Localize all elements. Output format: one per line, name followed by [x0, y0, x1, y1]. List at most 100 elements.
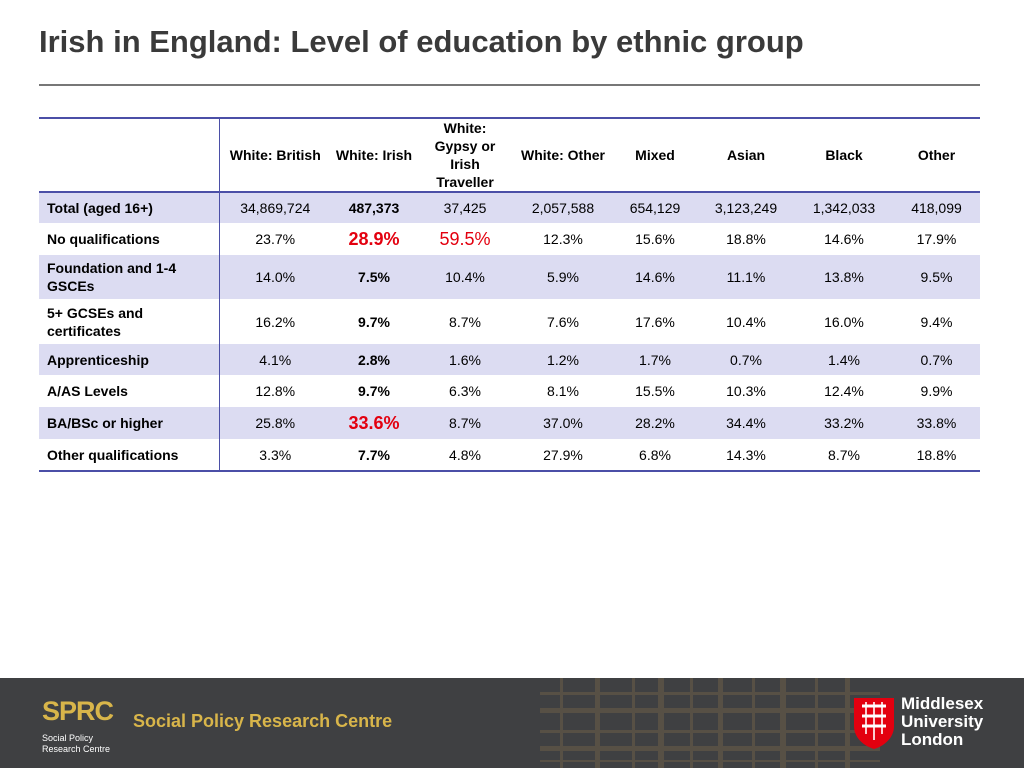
- table-cell: 37,425: [417, 192, 513, 223]
- table-row: Other qualifications 3.3% 7.7% 4.8% 27.9…: [39, 439, 980, 472]
- table-row: BA/BSc or higher 25.8% 33.6% 8.7% 37.0% …: [39, 407, 980, 439]
- column-header: White: Gypsy or Irish Traveller: [417, 117, 513, 193]
- middlesex-university-wordmark: Middlesex University London: [901, 694, 984, 749]
- woven-grid-decoration: [540, 678, 880, 768]
- corner-cell: [39, 117, 220, 193]
- table-cell: 9.5%: [893, 255, 980, 299]
- column-header: Other: [893, 117, 980, 193]
- table-cell: 33.2%: [795, 407, 893, 439]
- row-label: Total (aged 16+): [39, 192, 220, 223]
- column-header: Asian: [697, 117, 795, 193]
- sprc-logo-subtitle: Social Policy Research Centre: [42, 733, 111, 754]
- education-table: White: British White: Irish White: Gypsy…: [39, 117, 980, 472]
- table-cell: 2.8%: [331, 344, 417, 375]
- table-row: No qualifications 23.7% 28.9% 59.5% 12.3…: [39, 223, 980, 255]
- table-cell: 1.2%: [513, 344, 613, 375]
- table-cell: 33.8%: [893, 407, 980, 439]
- table-cell: 23.7%: [255, 231, 296, 247]
- table-row: A/AS Levels 12.8% 9.7% 6.3% 8.1% 15.5% 1…: [39, 375, 980, 407]
- table-cell: 59.5%: [439, 229, 491, 249]
- middlesex-shield-icon: [854, 698, 894, 749]
- table-cell: 9.4%: [920, 313, 953, 330]
- table-row: Total (aged 16+) 34,869,724 487,373 37,4…: [39, 192, 980, 223]
- column-header: White: Irish: [331, 117, 417, 193]
- row-label: Apprenticeship: [39, 344, 220, 375]
- table-cell: 2,057,588: [513, 192, 613, 223]
- table-cell: 418,099: [893, 192, 980, 223]
- table-cell: 10.4%: [726, 313, 766, 330]
- table-cell: 13.8%: [795, 255, 893, 299]
- table-cell: 5.9%: [513, 255, 613, 299]
- table-cell: 12.8%: [255, 383, 296, 399]
- header-row: White: British White: Irish White: Gypsy…: [39, 117, 980, 193]
- table-cell: 4.1%: [219, 344, 331, 375]
- table-cell: 17.6%: [635, 313, 675, 330]
- table-cell: 8.7%: [417, 407, 513, 439]
- row-label: A/AS Levels: [39, 375, 220, 407]
- table-cell: 25.8%: [219, 407, 331, 439]
- footer-bar: SPRC Social Policy Research Centre Socia…: [0, 678, 1024, 768]
- table-cell: 14.0%: [219, 255, 331, 299]
- table-cell: 9.7%: [358, 313, 390, 330]
- table-cell: 34,869,724: [219, 192, 331, 223]
- table-cell: 37.0%: [513, 407, 613, 439]
- table-cell: 7.6%: [547, 313, 579, 330]
- table-cell: 1.6%: [417, 344, 513, 375]
- column-header: Black: [795, 117, 893, 193]
- page-title: Irish in England: Level of education by …: [39, 24, 804, 59]
- table-cell: 10.4%: [417, 255, 513, 299]
- table-cell: 0.7%: [697, 344, 795, 375]
- table-cell: 0.7%: [893, 344, 980, 375]
- table-cell: 6.8%: [613, 439, 697, 472]
- table-cell: 4.8%: [417, 439, 513, 472]
- table-cell: 27.9%: [513, 439, 613, 472]
- sprc-full-name: Social Policy Research Centre: [133, 711, 393, 731]
- row-label: Other qualifications: [39, 439, 220, 472]
- table-cell: 487,373: [331, 192, 417, 223]
- table-cell: 12.4%: [824, 383, 864, 399]
- table-cell: 14.6%: [824, 231, 864, 247]
- table-row: Foundation and 1-4 GSCEs 14.0% 7.5% 10.4…: [39, 255, 980, 299]
- sprc-logo-wordmark: SPRC: [42, 696, 114, 726]
- table-cell: 12.3%: [543, 231, 583, 247]
- table-cell: 18.8%: [726, 231, 766, 247]
- table-cell: 10.3%: [726, 383, 766, 399]
- sprc-logo: SPRC Social Policy Research Centre: [42, 696, 114, 755]
- column-header: White: British: [219, 117, 331, 193]
- row-label: Foundation and 1-4 GSCEs: [39, 255, 220, 299]
- table-row: 5+ GCSEs and certificates 16.2% 9.7% 8.7…: [39, 299, 980, 344]
- table-cell: 33.6%: [331, 407, 417, 439]
- title-divider: [39, 84, 980, 86]
- table-cell: 8.7%: [795, 439, 893, 472]
- table-cell: 8.7%: [449, 313, 481, 330]
- table-cell: 1.4%: [795, 344, 893, 375]
- table-cell: 18.8%: [893, 439, 980, 472]
- table-cell: 9.9%: [920, 383, 953, 399]
- table-cell: 7.5%: [331, 255, 417, 299]
- table-cell: 16.2%: [255, 313, 296, 330]
- column-header: White: Other: [513, 117, 613, 193]
- table-cell: 6.3%: [449, 383, 481, 399]
- table-cell: 7.7%: [331, 439, 417, 472]
- table-cell: 34.4%: [697, 407, 795, 439]
- row-label: No qualifications: [39, 223, 220, 255]
- table-row: Apprenticeship 4.1% 2.8% 1.6% 1.2% 1.7% …: [39, 344, 980, 375]
- table-cell: 3,123,249: [697, 192, 795, 223]
- table-cell: 17.9%: [916, 231, 957, 247]
- table-cell: 28.2%: [613, 407, 697, 439]
- table-cell: 9.7%: [358, 383, 390, 399]
- table-cell: 15.5%: [635, 383, 675, 399]
- table-cell: 15.6%: [635, 231, 675, 247]
- table-cell: 3.3%: [219, 439, 331, 472]
- row-label: 5+ GCSEs and certificates: [39, 299, 220, 344]
- table-cell: 11.1%: [697, 255, 795, 299]
- table-cell: 28.9%: [348, 229, 400, 249]
- table-cell: 8.1%: [547, 383, 579, 399]
- education-table-container: White: British White: Irish White: Gypsy…: [39, 117, 980, 472]
- table-cell: 14.6%: [613, 255, 697, 299]
- table-cell: 1.7%: [613, 344, 697, 375]
- table-cell: 654,129: [613, 192, 697, 223]
- table-cell: 14.3%: [697, 439, 795, 472]
- table-cell: 1,342,033: [795, 192, 893, 223]
- column-header: Mixed: [613, 117, 697, 193]
